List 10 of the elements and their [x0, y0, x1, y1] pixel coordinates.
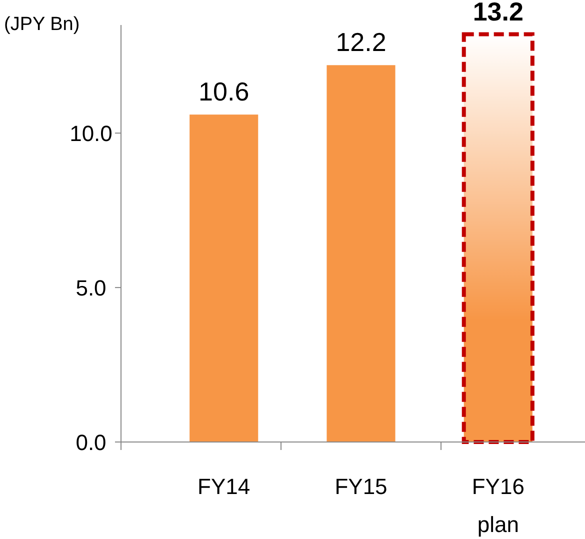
data-label: 13.2: [472, 0, 524, 26]
y-axis-title: (JPY Bn): [4, 14, 80, 35]
data-label: 12.2: [336, 27, 386, 58]
y-tick-label: 5.0: [76, 276, 106, 301]
y-tick-label: 0.0: [76, 430, 106, 455]
x-tick-label: FY15: [334, 474, 388, 499]
data-label: 10.6: [198, 76, 250, 107]
y-tick-label: 10.0: [70, 121, 112, 146]
x-tick-label: FY14: [198, 474, 250, 499]
x-tick-label: FY16 plan: [472, 474, 524, 537]
